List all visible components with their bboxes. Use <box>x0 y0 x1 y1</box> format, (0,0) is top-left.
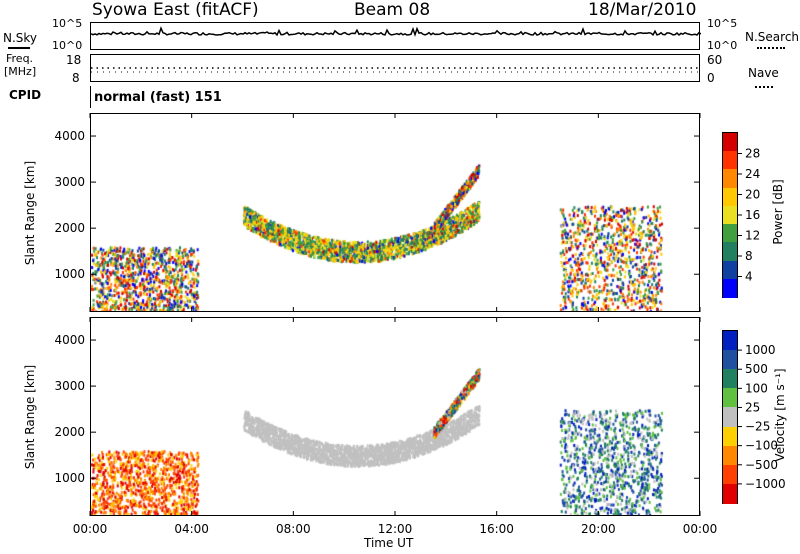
y-axis-label-power: Slant Range [km] <box>23 160 37 266</box>
colorbar-tick-label: 100 <box>745 381 768 395</box>
y-tick-label: 1000 <box>54 267 85 281</box>
freq-trace <box>91 67 701 73</box>
colorbar-tick-label: 8 <box>745 249 753 263</box>
noise-left-legend-line <box>8 47 30 49</box>
noise-right-tick-top: 10^5 <box>707 17 738 30</box>
power-panel <box>90 113 700 312</box>
noise-left-tick-bottom: 10^0 <box>52 39 83 52</box>
noise-right-label: N.Search <box>745 30 800 44</box>
colorbar-segment <box>723 407 737 428</box>
noise-trace <box>91 26 701 37</box>
noise-left-label: N.Sky <box>3 31 38 45</box>
noise-right-tick-bottom: 10^0 <box>707 39 738 52</box>
colorbar-segment <box>723 483 737 504</box>
velocity-colorbar <box>722 330 738 504</box>
colorbar-segment <box>723 350 737 371</box>
colorbar-tick-label: 16 <box>745 208 760 222</box>
y-tick-label: 4000 <box>54 333 85 347</box>
beam-title: Beam 08 <box>354 0 431 20</box>
date-title: 18/Mar/2010 <box>588 0 697 20</box>
colorbar-segment <box>723 426 737 447</box>
power-colorbar <box>722 132 738 298</box>
x-axis-label: Time UT <box>364 536 414 550</box>
noise-right-legend-line <box>757 47 785 49</box>
noise-panel <box>90 22 701 50</box>
colorbar-segment <box>723 187 737 207</box>
cpid-left-axis <box>90 86 91 108</box>
colorbar-segment <box>723 133 737 153</box>
colorbar-tick-label: 12 <box>745 229 760 243</box>
colorbar-tick-label: 4 <box>745 270 753 284</box>
x-tick-label: 00:00 <box>73 522 108 536</box>
colorbar-tick-label: 1000 <box>745 343 776 357</box>
colorbar-tick-label: 20 <box>745 188 760 202</box>
cpid-value: normal (fast) 151 <box>94 90 222 105</box>
freq-panel <box>90 54 701 82</box>
freq-left-tick-top: 18 <box>66 53 82 67</box>
freq-right-tick-top: 60 <box>707 53 723 67</box>
colorbar-tick-label: 500 <box>745 362 768 376</box>
nave-legend-line <box>755 86 773 88</box>
colorbar-tick-label: −25 <box>745 420 770 434</box>
y-tick-label: 2000 <box>54 221 85 235</box>
y-tick-label: 1000 <box>54 471 85 485</box>
colorbar-segment <box>723 464 737 485</box>
colorbar-segment <box>723 224 737 244</box>
colorbar-segment <box>723 260 737 280</box>
colorbar-segment <box>723 278 737 298</box>
colorbar-segment <box>723 388 737 409</box>
velocity-panel <box>90 317 700 516</box>
power-rti-image <box>91 114 699 311</box>
velocity-rti-image <box>91 318 699 515</box>
freq-right-tick-bottom: 0 <box>707 71 715 85</box>
y-axis-label-velocity: Slant Range [km] <box>23 364 37 470</box>
freq-left-tick-bottom: 8 <box>72 71 80 85</box>
colorbar-segment <box>723 169 737 189</box>
colorbar-segment <box>723 445 737 466</box>
colorbar-segment <box>723 151 737 171</box>
x-tick-label: 12:00 <box>378 522 413 536</box>
x-tick-label: 00:00 <box>683 522 718 536</box>
colorbar-tick-label: 24 <box>745 167 760 181</box>
power-colorbar-title: Power [dB] <box>771 179 785 245</box>
colorbar-tick-label: 25 <box>745 400 760 414</box>
colorbar-segment <box>723 242 737 262</box>
x-tick-label: 16:00 <box>479 522 514 536</box>
nave-label: Nave <box>748 66 779 80</box>
colorbar-segment <box>723 205 737 225</box>
station-title: Syowa East (fitACF) <box>92 0 259 20</box>
x-tick-label: 20:00 <box>581 522 616 536</box>
freq-label-line1: Freq. <box>6 52 34 65</box>
cpid-label: CPID <box>9 88 42 102</box>
colorbar-tick-label: 28 <box>745 147 760 161</box>
noise-left-tick-top: 10^5 <box>52 17 83 30</box>
colorbar-segment <box>723 369 737 390</box>
y-tick-label: 3000 <box>54 175 85 189</box>
y-tick-label: 3000 <box>54 379 85 393</box>
x-tick-label: 04:00 <box>174 522 209 536</box>
y-tick-label: 2000 <box>54 425 85 439</box>
y-tick-label: 4000 <box>54 129 85 143</box>
colorbar-segment <box>723 331 737 351</box>
x-tick-label: 08:00 <box>276 522 311 536</box>
velocity-colorbar-title: Velocity [m s⁻¹] <box>773 368 787 462</box>
freq-label-line2: [MHz] <box>4 65 37 78</box>
colorbar-tick-label: −1000 <box>745 477 786 491</box>
